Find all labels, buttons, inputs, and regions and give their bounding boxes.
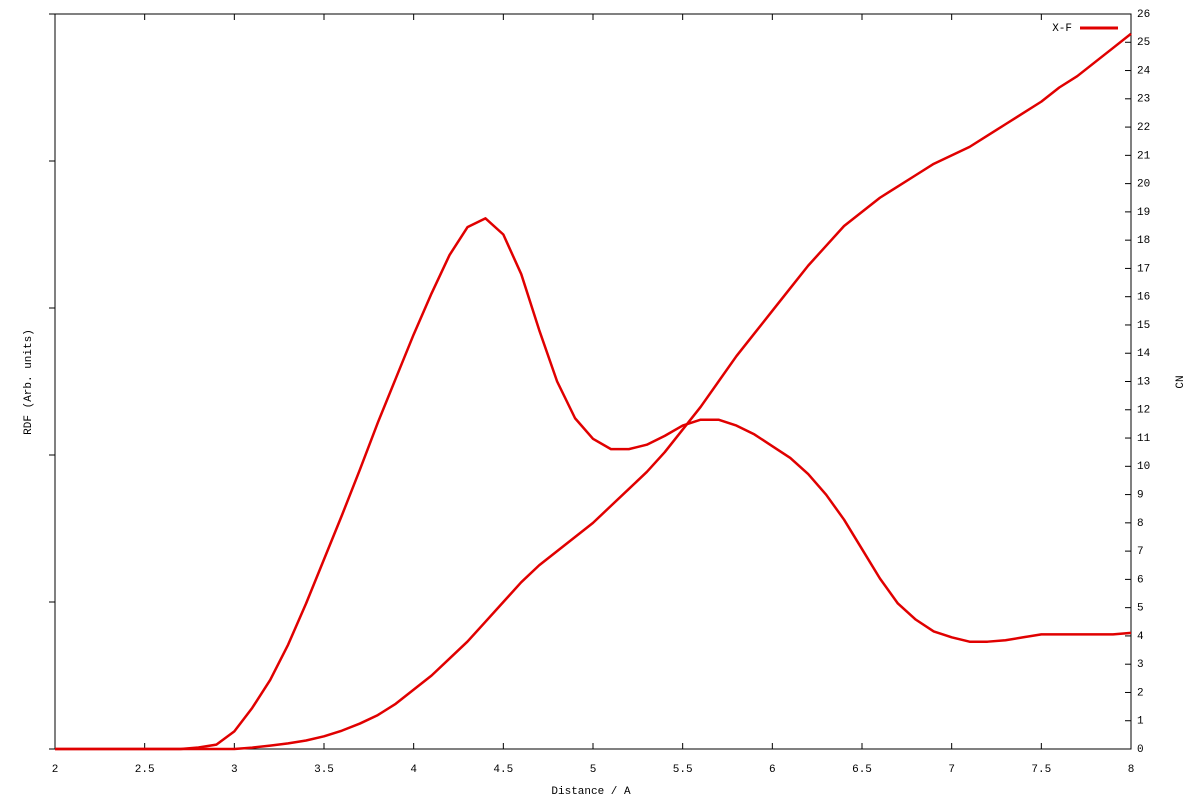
y2-tick-label: 1 <box>1137 716 1144 728</box>
x-tick-label: 3.5 <box>314 764 334 776</box>
y-axis-label: RDF (Arb. units) <box>23 329 35 435</box>
x-tick-label: 7.5 <box>1031 764 1051 776</box>
y2-tick-label: 13 <box>1137 376 1150 388</box>
x-tick-label: 4.5 <box>493 764 513 776</box>
x-tick-label: 7 <box>948 764 955 776</box>
y2-tick-label: 23 <box>1137 94 1150 106</box>
y2-tick-label: 14 <box>1137 348 1151 360</box>
series-line <box>55 217 1132 751</box>
y2-tick-label: 20 <box>1137 179 1150 191</box>
legend-label: X-F <box>1052 23 1072 35</box>
y2-tick-label: 19 <box>1137 207 1150 219</box>
x-tick-label: 8 <box>1128 764 1135 776</box>
y2-tick-label: 8 <box>1137 518 1144 530</box>
y2-tick-label: 0 <box>1137 744 1144 756</box>
x-tick-label: 4 <box>410 764 417 776</box>
x-tick-label: 2.5 <box>135 764 155 776</box>
y2-axis-label: CN <box>1175 375 1187 388</box>
y2-tick-label: 11 <box>1137 433 1151 445</box>
series-line <box>55 32 1132 751</box>
x-tick-label: 3 <box>231 764 238 776</box>
x-tick-label: 6.5 <box>852 764 872 776</box>
y2-tick-label: 3 <box>1137 659 1144 671</box>
y2-tick-label: 15 <box>1137 320 1150 332</box>
y2-tick-label: 25 <box>1137 37 1150 49</box>
y2-tick-label: 6 <box>1137 574 1144 586</box>
plot-frame <box>54 13 1132 750</box>
x-tick-label: 5.5 <box>673 764 693 776</box>
y2-tick-label: 18 <box>1137 235 1150 247</box>
y2-tick-label: 16 <box>1137 292 1150 304</box>
y2-tick-label: 22 <box>1137 122 1150 134</box>
y2-tick-label: 4 <box>1137 631 1144 643</box>
x-axis-label: Distance / A <box>551 786 631 798</box>
y2-tick-label: 21 <box>1137 150 1151 162</box>
x-tick-label: 5 <box>590 764 597 776</box>
y2-tick-label: 12 <box>1137 405 1150 417</box>
y2-tick-label: 24 <box>1137 65 1151 77</box>
y2-tick-label: 26 <box>1137 9 1150 21</box>
x-tick-label: 6 <box>769 764 776 776</box>
y2-tick-label: 10 <box>1137 461 1150 473</box>
y2-tick-label: 7 <box>1137 546 1144 558</box>
x-tick-label: 2 <box>52 764 59 776</box>
y2-tick-label: 17 <box>1137 263 1150 275</box>
y2-tick-label: 2 <box>1137 687 1144 699</box>
y2-tick-label: 5 <box>1137 603 1144 615</box>
y2-tick-label: 9 <box>1137 489 1144 501</box>
